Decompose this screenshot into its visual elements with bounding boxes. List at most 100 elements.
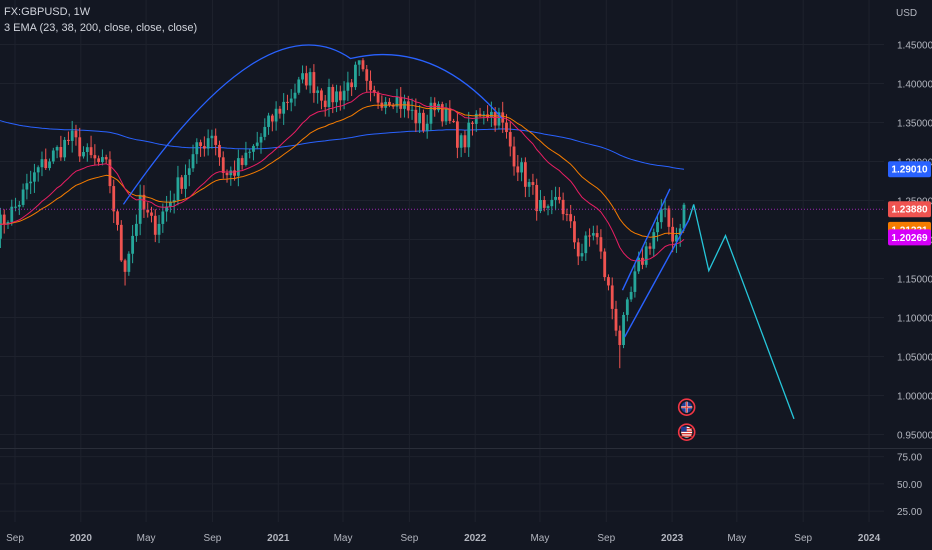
candle-body [531,182,535,185]
time-tick-label: May [137,533,156,544]
us-flag-icon[interactable] [677,423,696,441]
candle-body [323,100,327,107]
candle-body [244,152,248,165]
candle-body [74,130,78,138]
candle-body [2,214,6,225]
candle-body [82,151,85,157]
candle-body [123,260,127,272]
candle-body [297,79,301,93]
candle-body [554,196,557,200]
candle-body [414,109,418,124]
candle-body [576,242,580,257]
candle-body [516,166,520,173]
candle-body [286,101,289,103]
candle-body [463,135,467,148]
channel-upper-line[interactable] [621,188,671,291]
candle-body [116,211,119,225]
candle-body [550,199,554,207]
candle-body [497,112,501,126]
ema-200-path [0,120,685,170]
arc-drawing[interactable] [122,44,503,205]
candle-body [678,228,682,236]
candle-body [312,72,316,93]
candle-body [610,285,614,309]
flag-stripe [681,435,693,437]
candle-body [335,91,338,103]
candle-body [168,202,172,207]
candle-body [399,96,403,109]
candle-body [33,172,36,182]
candle-body [622,314,625,346]
candle-body [354,64,357,88]
candle-body [304,73,308,86]
candle-body [59,146,63,158]
flag-red-v [686,401,688,413]
candle-body [561,199,565,215]
time-tick-label: Sep [400,533,418,544]
gb-flag-icon[interactable] [677,398,696,417]
candle-body [225,172,229,176]
candle-body [176,177,180,201]
projection-start-segment[interactable] [688,204,695,221]
candle-body [573,221,576,243]
candle-body [108,159,112,187]
candle-body [44,159,48,169]
candle-body [97,158,101,163]
drawings[interactable] [122,44,795,420]
symbol-title[interactable]: FX:GBPUSD, 1W [4,6,91,18]
candle-body [448,108,452,121]
candle-body [546,206,550,208]
price-tick-label: 1.15000 [897,275,932,286]
projection-path[interactable] [693,204,795,420]
candle-body [93,155,97,159]
channel-lower-line[interactable] [624,219,690,338]
candle-body [236,158,240,176]
candle-body [172,200,176,203]
candle-body [663,208,667,210]
candle-body [187,168,191,175]
candle-body [274,108,278,122]
candle-body [25,183,29,190]
candle-body [21,189,25,205]
osc-tick-label: 25.00 [897,507,922,518]
candle-body [388,101,391,106]
candle-body [51,150,55,162]
candle-body [584,235,588,254]
ema-23-line [0,91,685,262]
candle-body [369,80,372,91]
candle-body [252,145,255,152]
candle-body [184,174,187,189]
candle-body [202,146,206,149]
candle-body [29,181,33,184]
time-axis[interactable]: Sep 2020 May Sep 2021 May Sep 2022 May Sep 2023 May… [6,533,880,544]
candle-body [527,182,531,187]
candle-body [342,90,346,101]
candle-body [259,136,263,143]
event-icons[interactable] [677,398,696,441]
candle-body [67,139,70,141]
time-tick-label: 2022 [464,533,487,544]
indicator-title[interactable]: 3 EMA (23, 38, 200, close, close, close) [4,22,198,34]
price-tick-label: 1.00000 [897,392,932,403]
candle-body [474,113,478,124]
candle-body [599,237,603,252]
candle-body [320,90,323,101]
candle-body [618,330,622,346]
candle-body [206,138,210,149]
osc-tick-label: 50.00 [897,480,922,491]
candle-body [603,251,607,278]
last-price-badge-bg [888,201,931,218]
price-axis-unit: USD [896,8,917,19]
candle-body [327,87,331,107]
candle-body [350,82,354,88]
candle-body [467,122,471,148]
candle-body [165,206,168,212]
price-tick-label: 0.95000 [897,431,932,442]
candle-body [656,222,659,233]
candle-body [455,121,459,148]
time-tick-label: Sep [794,533,812,544]
ema-38-path [0,104,685,238]
candle-body [180,177,184,189]
